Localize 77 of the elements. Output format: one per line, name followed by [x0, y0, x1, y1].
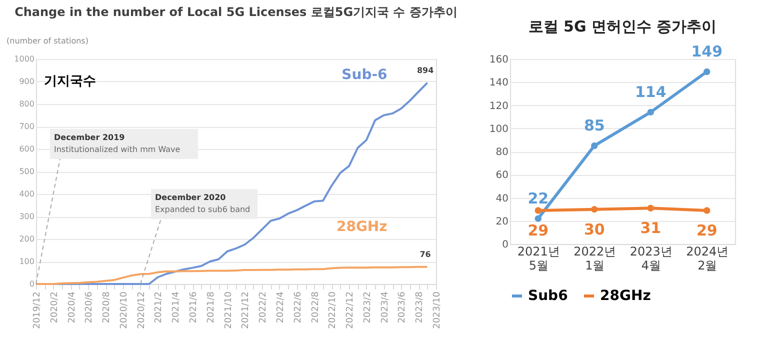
x-tick-label: 2020/10: [119, 291, 130, 329]
x-tick-label: 2023/10: [432, 291, 442, 329]
x-tick-label: 2020/12: [136, 292, 147, 329]
data-label: 22: [528, 190, 549, 208]
legend-label: Sub6: [528, 288, 568, 304]
annotation: December 2020 Expanded to sub6 band: [155, 193, 250, 214]
y-tick-label: 700: [19, 122, 34, 131]
data-label: 85: [584, 116, 605, 135]
x-tick-label: 2020/2: [50, 292, 60, 324]
y-tick-label: 600: [19, 144, 34, 154]
point: [534, 215, 542, 222]
data-label: 29: [528, 221, 549, 240]
chart-title: Change in the number of Local 5G Licenses 로컬5G기지국 수 증가추이: [14, 5, 458, 19]
y-tick-label: 400: [19, 190, 34, 198]
x-tick-label: 2020/4: [67, 291, 78, 324]
y-tick-label: 200: [19, 234, 34, 244]
x-tick-label: 2023/6: [398, 291, 408, 324]
x-tick-label: 2023년 4월: [630, 244, 672, 272]
y-tick-label: 1000: [14, 54, 34, 64]
y-tick-label: 500: [19, 167, 34, 176]
y-tick-label: 0: [29, 280, 34, 288]
data-label: 31: [640, 219, 662, 238]
x-tick-label: 2020/6: [84, 291, 95, 324]
x-tick-label: 2023/2: [362, 292, 373, 324]
point: [704, 207, 710, 214]
x-tick-label: 2023/8: [415, 291, 426, 324]
y-tick-label: 100: [19, 257, 34, 266]
x-tick-label: 2021/12: [241, 292, 252, 329]
x-tick-label: 2021/2: [154, 292, 164, 324]
chart-title: 로컬 5G 면허인수 증가추이: [528, 18, 717, 36]
x-tick-label: 2022/10: [328, 291, 338, 329]
text: 28GHz: [336, 218, 388, 235]
x-tick-label: 2022/6: [293, 291, 304, 324]
y-tick-label: 160: [489, 54, 508, 66]
point: [591, 206, 598, 213]
y-tick-label: 40: [496, 193, 508, 204]
data-label: 149: [691, 42, 723, 61]
x-tick-label: 2022년 1월: [574, 244, 616, 272]
point: [647, 108, 654, 116]
annotation: December 2019 Institutionalized with mm Wave: [54, 133, 180, 154]
data-label: 76: [420, 250, 432, 259]
x-tick-label: 2020/8: [102, 291, 112, 324]
x-tick-label: 2021/4: [172, 291, 182, 324]
x-tick-label: 2024년 2월: [686, 244, 729, 272]
x-tick-label: 2022/2: [258, 292, 269, 324]
x-tick-label: 2021/10: [224, 291, 234, 329]
data-label: 29: [696, 221, 718, 240]
x-tick-label: 2021/8: [206, 291, 216, 324]
text: Sub-6: [342, 66, 388, 83]
x-tick-label: 2023/4: [380, 291, 390, 324]
y-tick-label: 120: [489, 100, 508, 112]
data-label: 894: [416, 66, 434, 75]
y-tick-label: 140: [489, 78, 508, 89]
data-label: 114: [634, 83, 666, 102]
y-tick-label: 900: [19, 77, 34, 86]
y-tick-label: 100: [489, 124, 508, 135]
legend-label: 28GHz: [600, 288, 651, 304]
x-tick-label: 2022/12: [346, 292, 356, 329]
y-tick-label: 20: [496, 216, 508, 228]
annotation: 기지국수: [44, 74, 96, 89]
y-tick-label: 300: [19, 212, 34, 221]
x-tick-label: 2022/4: [276, 291, 286, 324]
data-label: 30: [584, 220, 605, 238]
x-tick-label: 2022/8: [310, 291, 321, 324]
y-axis-title: (number of stations): [6, 36, 88, 46]
point: [534, 207, 542, 214]
y-tick-label: 80: [496, 147, 508, 158]
point: [591, 142, 598, 150]
y-tick-label: 0: [502, 240, 508, 250]
x-tick-label: 2019/12: [32, 292, 42, 329]
y-tick-label: 60: [496, 170, 508, 182]
line-series: [35, 266, 428, 285]
y-tick-label: 800: [19, 100, 34, 108]
point: [647, 204, 654, 212]
point: [704, 68, 710, 76]
x-tick-label: 2021년 5월: [517, 244, 560, 272]
x-tick-label: 2021/6: [189, 291, 200, 324]
